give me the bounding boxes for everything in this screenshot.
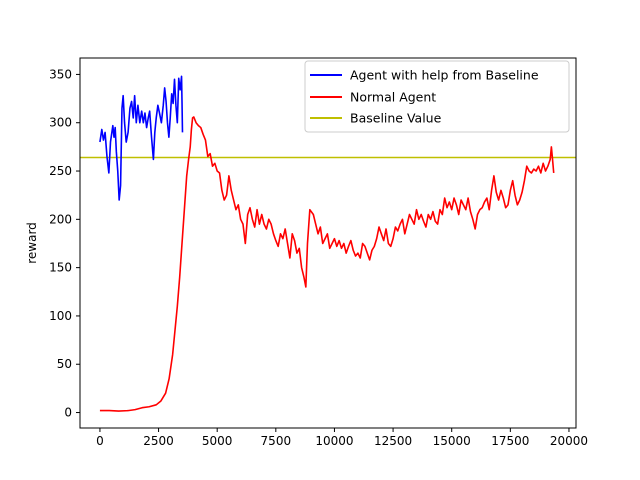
x-axis: 0 2500 5000 7500 10000 12500 15000 17500 20000 xyxy=(96,428,588,448)
x-tick-label: 17500 xyxy=(491,434,529,448)
y-tick-label: 300 xyxy=(49,116,72,130)
x-tick-label: 12500 xyxy=(374,434,412,448)
y-tick-label: 200 xyxy=(49,212,72,226)
plot-area xyxy=(79,57,577,429)
legend-label-baseline-value: Baseline Value xyxy=(350,111,442,126)
y-tick-label: 100 xyxy=(49,309,72,323)
y-tick-label: 250 xyxy=(49,164,72,178)
y-tick-label: 50 xyxy=(57,357,72,371)
y-axis-label: reward xyxy=(25,222,39,264)
y-tick-label: 350 xyxy=(49,67,72,81)
legend: Agent with help from Baseline Normal Age… xyxy=(304,60,570,133)
legend-label-normal-agent: Normal Agent xyxy=(350,90,436,105)
x-tick-label: 7500 xyxy=(261,434,292,448)
x-tick-label: 0 xyxy=(96,434,104,448)
x-tick-label: 2500 xyxy=(143,434,174,448)
x-tick-label: 20000 xyxy=(550,434,588,448)
x-tick-label: 10000 xyxy=(315,434,353,448)
y-tick-label: 150 xyxy=(49,261,72,275)
series-layer xyxy=(80,75,576,412)
plot-frame xyxy=(79,57,577,429)
y-tick-label: 0 xyxy=(64,406,72,420)
y-axis: 0 50 100 150 200 250 300 350 xyxy=(49,67,80,420)
x-tick-label: 5000 xyxy=(202,434,233,448)
legend-box xyxy=(304,60,570,133)
legend-label-agent-with-help: Agent with help from Baseline xyxy=(350,68,539,83)
series-normal-agent xyxy=(99,116,555,412)
series-agent-with-help xyxy=(99,75,184,201)
x-tick-label: 15000 xyxy=(433,434,471,448)
